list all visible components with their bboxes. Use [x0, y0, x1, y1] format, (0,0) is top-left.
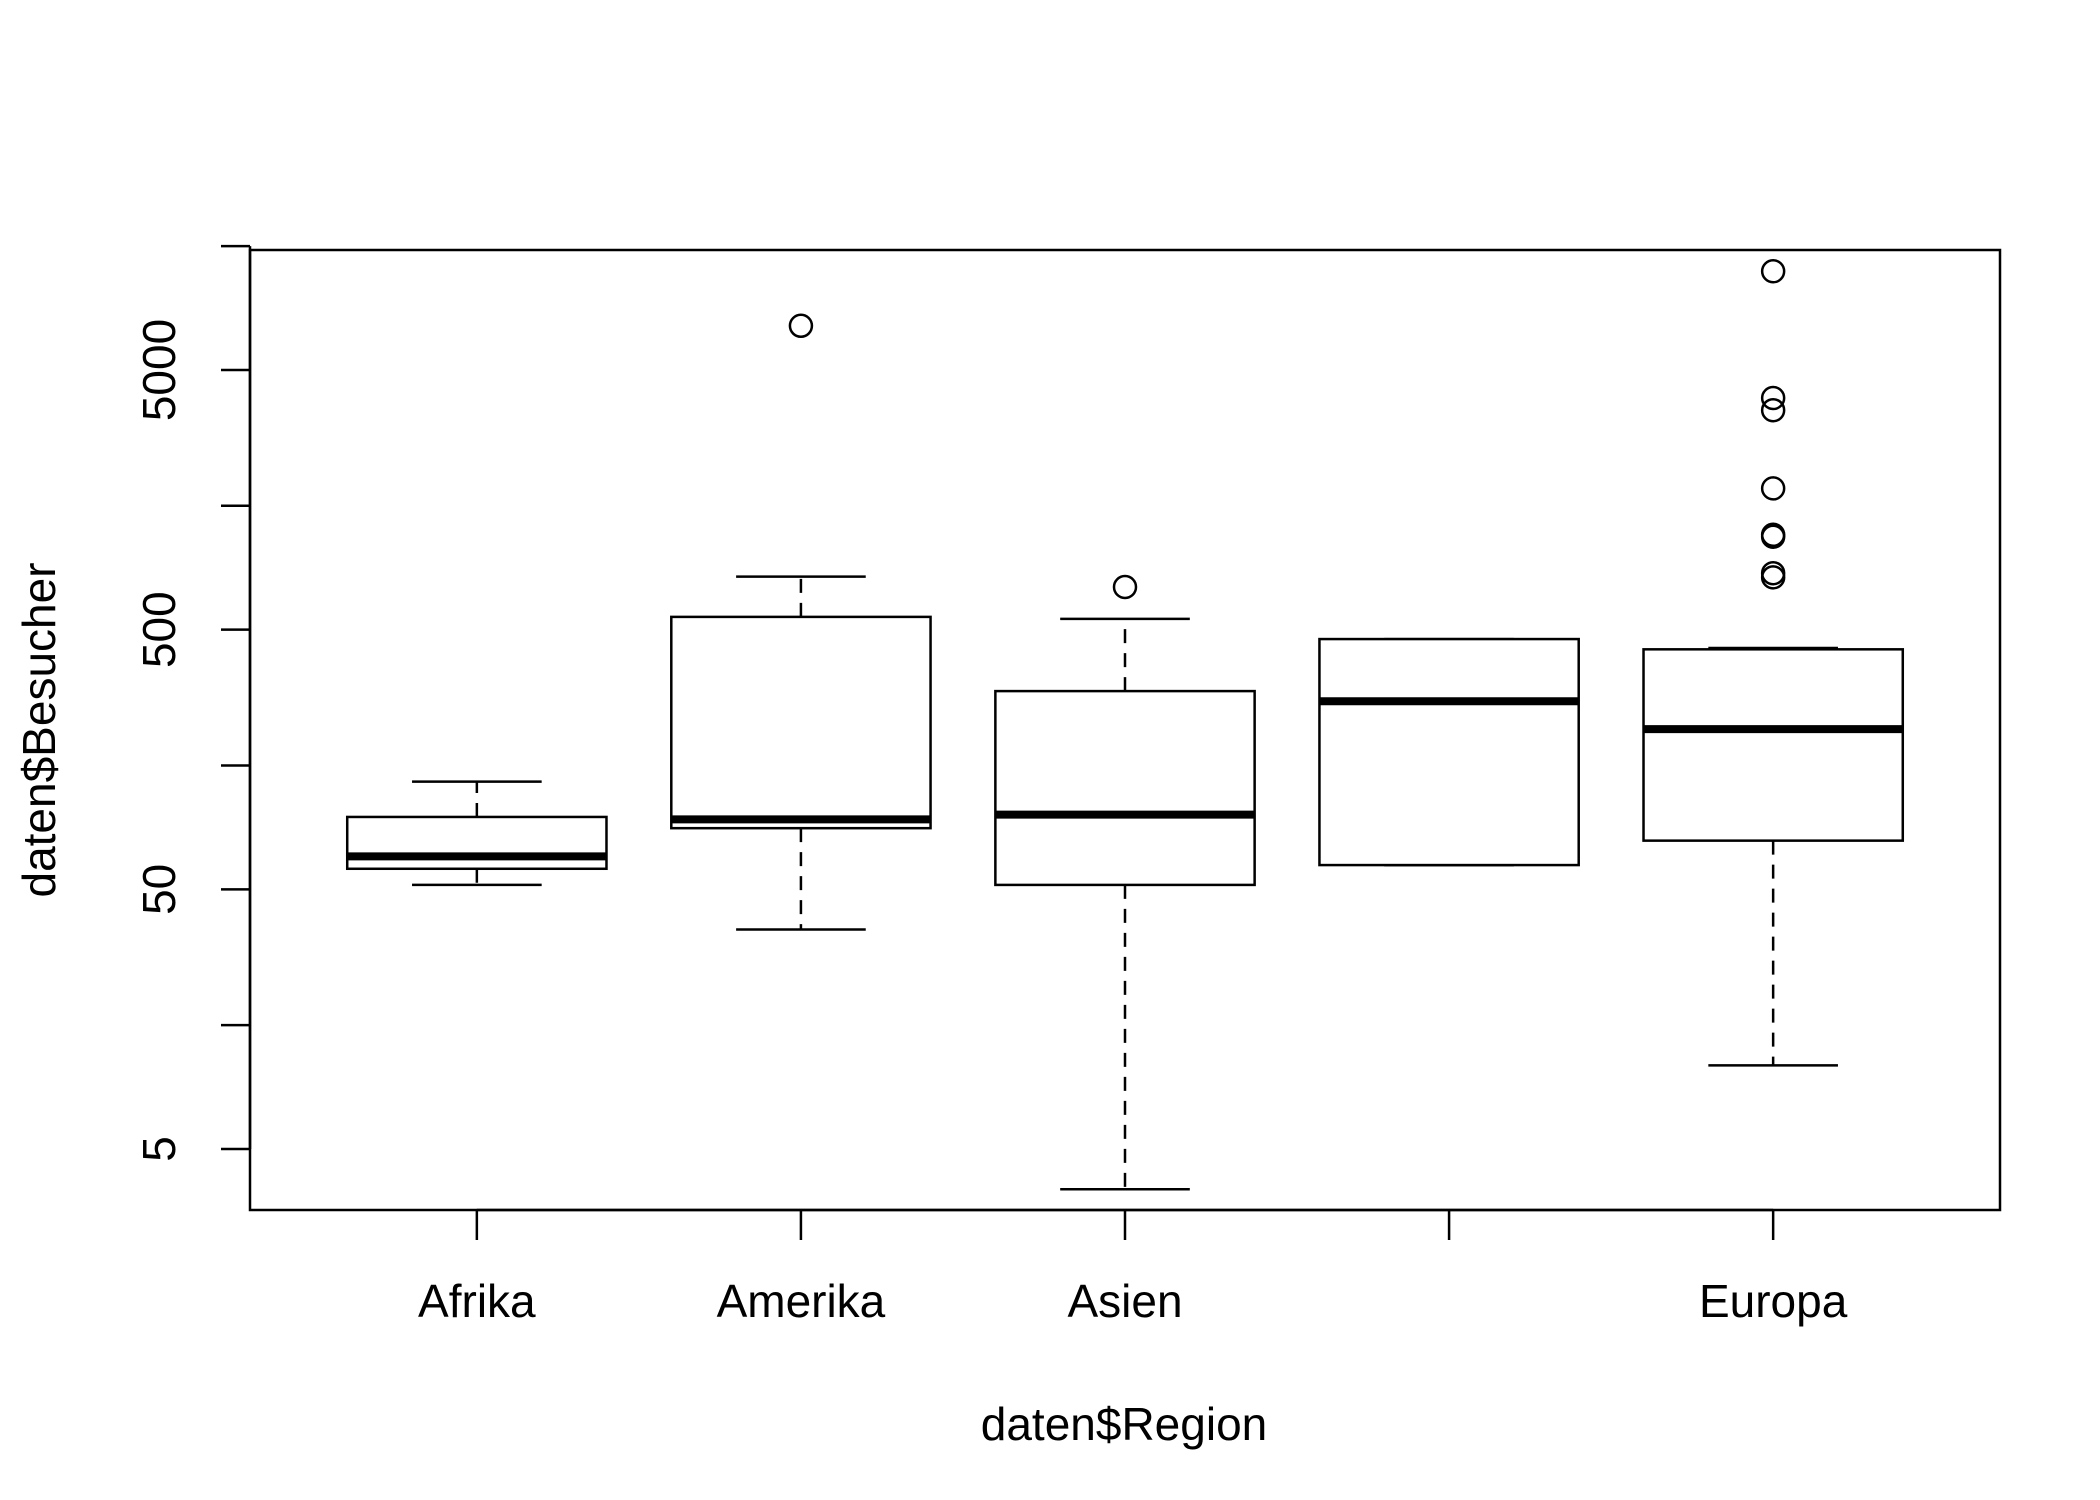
outlier-point [1760, 259, 1786, 284]
outlier-point [1760, 522, 1786, 548]
y-tick-label: 5000 [133, 319, 185, 421]
y-tick-label: 500 [133, 591, 185, 668]
x-axis-label: daten$Region [981, 1398, 1267, 1450]
box-group [994, 574, 1256, 1191]
y-tick-label: 5 [133, 1136, 185, 1162]
y-tick-label: 50 [133, 864, 185, 915]
x-axis: Afrika Amerika Asien Europa [418, 1208, 1848, 1327]
box [994, 689, 1256, 887]
outlier-point [1760, 524, 1786, 549]
x-tick-label: Amerika [717, 1275, 886, 1327]
outlier-point [1112, 574, 1138, 600]
outlier-point [1760, 385, 1786, 411]
box-group [1642, 259, 1905, 1067]
box-group [345, 780, 608, 887]
box-group [1318, 637, 1580, 867]
x-tick-label: Europa [1699, 1275, 1848, 1327]
outlier-point [1760, 397, 1786, 423]
box [1318, 637, 1580, 867]
outlier-point [1760, 565, 1786, 590]
boxes [345, 259, 1905, 1191]
box-group [670, 313, 932, 931]
box [345, 815, 608, 871]
box [670, 615, 932, 830]
outlier-point [788, 313, 814, 339]
box [1642, 648, 1905, 842]
y-axis: 5 50 500 5000 [133, 244, 252, 1162]
x-tick-label: Afrika [418, 1275, 536, 1327]
outlier-point [1760, 476, 1786, 501]
y-axis-label: daten$Besucher [13, 562, 65, 897]
x-tick-label: Asien [1067, 1275, 1182, 1327]
